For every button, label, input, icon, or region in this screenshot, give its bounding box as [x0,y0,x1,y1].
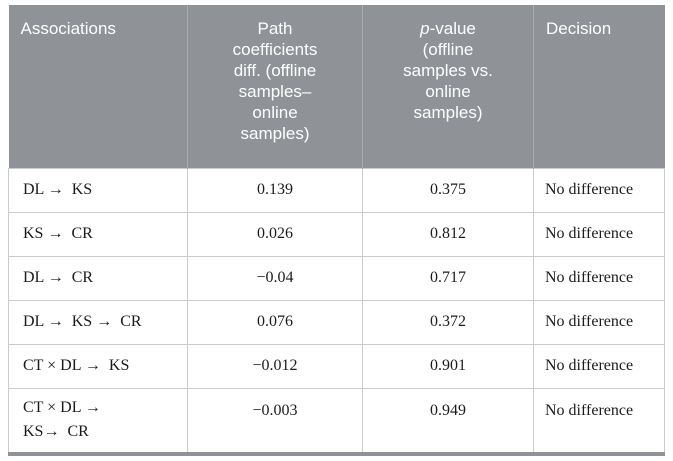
p-value-cell: 0.901 [362,343,534,389]
coef-diff-cell: −0.012 [187,343,363,389]
association-cell: KS → CR [8,211,188,257]
header-row: Associations Path coefficients diff. (of… [8,5,665,168]
association-cell: DL → KS [8,167,188,213]
table-row: CT × DL → KS −0.012 0.901 No difference [8,343,665,389]
col-header-path-coefficients-diff: Path coefficients diff. (offline samples… [187,5,363,168]
decision-cell: No difference [533,255,665,301]
association-cell: DL → KS → CR [8,299,188,345]
coef-diff-cell: −0.04 [187,255,363,301]
association-cell: CT × DL → KS [8,343,188,389]
association-cell: DL → CR [8,255,188,301]
coef-diff-cell: 0.026 [187,211,363,257]
p-value-label-rest: -value (offline samples vs. online sampl… [403,19,493,122]
col-header-p-value: p-value (offline samples vs. online samp… [362,5,534,168]
table-row: DL → CR −0.04 0.717 No difference [8,255,665,301]
p-value-cell: 0.812 [362,211,534,257]
association-cell: CT × DL → KS→ CR [8,387,188,455]
col-header-associations: Associations [8,5,188,168]
table-row: DL → KS → CR 0.076 0.372 No difference [8,299,665,345]
decision-cell: No difference [533,211,665,257]
path-coefficients-comparison-table: Associations Path coefficients diff. (of… [8,5,665,456]
p-value-cell: 0.375 [362,167,534,213]
decision-cell: No difference [533,343,665,389]
table-row: CT × DL → KS→ CR −0.003 0.949 No differe… [8,387,665,455]
table-row: DL → KS 0.139 0.375 No difference [8,167,665,213]
coef-diff-cell: 0.076 [187,299,363,345]
decision-cell: No difference [533,167,665,213]
table-row: KS → CR 0.026 0.812 No difference [8,211,665,257]
col-header-decision: Decision [533,5,665,168]
decision-cell: No difference [533,387,665,455]
p-value-italic-p: p [420,19,430,38]
coef-diff-cell: −0.003 [187,387,363,455]
p-value-cell: 0.949 [362,387,534,455]
p-value-cell: 0.717 [362,255,534,301]
coef-diff-cell: 0.139 [187,167,363,213]
p-value-cell: 0.372 [362,299,534,345]
decision-cell: No difference [533,299,665,345]
